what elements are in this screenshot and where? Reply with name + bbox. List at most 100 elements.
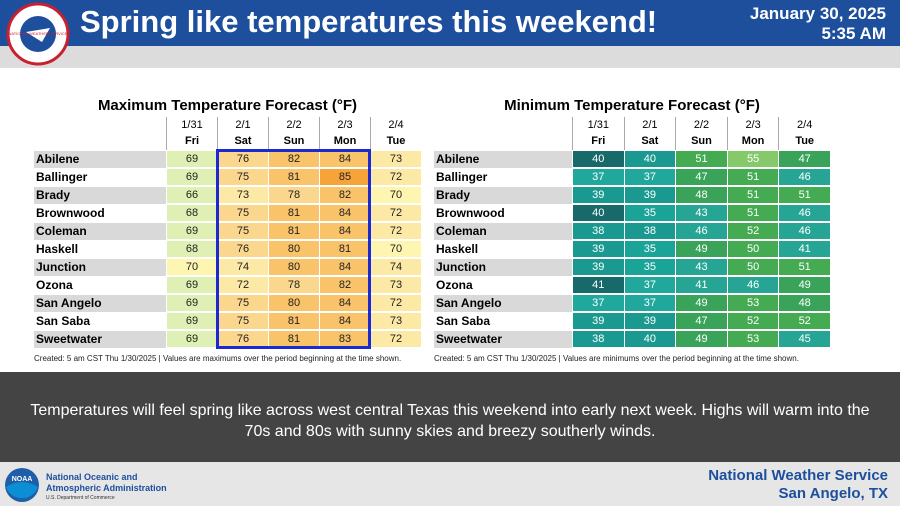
column-day: Sat xyxy=(623,133,676,150)
column-date: 2/4 xyxy=(370,117,421,134)
city-name: San Angelo xyxy=(34,295,166,312)
temperature-cell: 70 xyxy=(370,241,421,258)
temperature-cell: 50 xyxy=(726,259,779,276)
temperature-cell: 48 xyxy=(675,187,727,204)
temperature-cell: 39 xyxy=(623,187,676,204)
temperature-cell: 66 xyxy=(166,187,217,204)
temperature-cell: 69 xyxy=(166,313,217,330)
column-date: 2/3 xyxy=(319,117,370,134)
temperature-cell: 70 xyxy=(370,187,421,204)
temperature-cell: 81 xyxy=(268,205,319,222)
temperature-cell: 40 xyxy=(623,331,676,348)
city-name: San Saba xyxy=(34,313,166,330)
temperature-cell: 35 xyxy=(623,205,676,222)
temperature-cell: 41 xyxy=(675,277,727,294)
temperature-cell: 49 xyxy=(675,241,727,258)
temperature-cell: 51 xyxy=(778,259,830,276)
header-bar xyxy=(0,0,900,46)
temperature-cell: 46 xyxy=(726,277,779,294)
column-date: 2/2 xyxy=(675,117,727,134)
city-name: Abilene xyxy=(434,151,572,168)
temperature-cell: 39 xyxy=(572,313,624,330)
temperature-cell: 40 xyxy=(572,205,624,222)
city-name: Coleman xyxy=(434,223,572,240)
temperature-cell: 81 xyxy=(268,169,319,186)
temperature-cell: 45 xyxy=(778,331,830,348)
temperature-cell: 80 xyxy=(268,295,319,312)
temperature-cell: 80 xyxy=(268,259,319,276)
temperature-cell: 46 xyxy=(778,223,830,240)
temperature-cell: 52 xyxy=(778,313,830,330)
footnote: Created: 5 am CST Thu 1/30/2025 | Values… xyxy=(434,354,799,363)
city-name: Ozona xyxy=(434,277,572,294)
time: 5:35 AM xyxy=(821,24,886,43)
temperature-cell: 72 xyxy=(370,169,421,186)
column-date: 2/2 xyxy=(268,117,319,134)
weekend-highlight xyxy=(216,149,371,349)
column-day: Tue xyxy=(778,133,830,150)
header-strip xyxy=(0,46,900,68)
temperature-cell: 78 xyxy=(268,187,319,204)
temperature-cell: 49 xyxy=(675,295,727,312)
temperature-cell: 51 xyxy=(778,187,830,204)
temperature-cell: 69 xyxy=(166,331,217,348)
city-name: Brownwood xyxy=(434,205,572,222)
column-day: Mon xyxy=(726,133,779,150)
temperature-cell: 41 xyxy=(572,277,624,294)
temperature-cell: 84 xyxy=(319,151,370,168)
column-day: Tue xyxy=(370,133,421,150)
city-name: San Angelo xyxy=(434,295,572,312)
column-day: Mon xyxy=(319,133,370,150)
logo-text: NATIONAL WEATHER SERVICE xyxy=(9,31,68,36)
temperature-cell: 76 xyxy=(217,151,268,168)
city-name: Junction xyxy=(34,259,166,276)
nws-logo: NATIONAL WEATHER SERVICE xyxy=(6,2,70,66)
temperature-cell: 46 xyxy=(778,169,830,186)
city-name: Sweetwater xyxy=(34,331,166,348)
temperature-cell: 52 xyxy=(726,223,779,240)
temperature-cell: 39 xyxy=(623,313,676,330)
city-name: Junction xyxy=(434,259,572,276)
temperature-cell: 49 xyxy=(778,277,830,294)
temperature-cell: 81 xyxy=(268,313,319,330)
footnote: Created: 5 am CST Thu 1/30/2025 | Values… xyxy=(34,354,402,363)
temperature-cell: 80 xyxy=(268,241,319,258)
temperature-cell: 84 xyxy=(319,295,370,312)
temperature-cell: 35 xyxy=(623,241,676,258)
table-title: Minimum Temperature Forecast (°F) xyxy=(504,97,760,114)
temperature-cell: 48 xyxy=(778,295,830,312)
temperature-cell: 73 xyxy=(370,151,421,168)
temperature-cell: 39 xyxy=(572,187,624,204)
temperature-cell: 73 xyxy=(370,277,421,294)
temperature-cell: 73 xyxy=(370,313,421,330)
temperature-cell: 39 xyxy=(572,241,624,258)
temperature-cell: 51 xyxy=(726,169,779,186)
column-date: 1/31 xyxy=(572,117,624,134)
date: January 30, 2025 xyxy=(749,4,886,23)
temperature-cell: 37 xyxy=(623,277,676,294)
temperature-cell: 40 xyxy=(623,151,676,168)
temperature-cell: 75 xyxy=(217,313,268,330)
temperature-cell: 69 xyxy=(166,169,217,186)
city-name: Coleman xyxy=(34,223,166,240)
temperature-cell: 73 xyxy=(217,187,268,204)
temperature-cell: 37 xyxy=(623,295,676,312)
city-name: Brownwood xyxy=(34,205,166,222)
city-name: Ozona xyxy=(34,277,166,294)
temperature-cell: 72 xyxy=(370,295,421,312)
city-name: Haskell xyxy=(434,241,572,258)
column-day: Sat xyxy=(217,133,268,150)
temperature-cell: 47 xyxy=(675,313,727,330)
temperature-cell: 55 xyxy=(726,151,779,168)
temperature-cell: 78 xyxy=(268,277,319,294)
temperature-cell: 75 xyxy=(217,169,268,186)
temperature-cell: 82 xyxy=(319,187,370,204)
column-date: 2/4 xyxy=(778,117,830,134)
temperature-cell: 53 xyxy=(726,331,779,348)
temperature-cell: 37 xyxy=(572,169,624,186)
column-date: 1/31 xyxy=(166,117,217,134)
temperature-cell: 38 xyxy=(572,223,624,240)
temperature-cell: 81 xyxy=(319,241,370,258)
office: National Weather Service xyxy=(708,467,888,484)
